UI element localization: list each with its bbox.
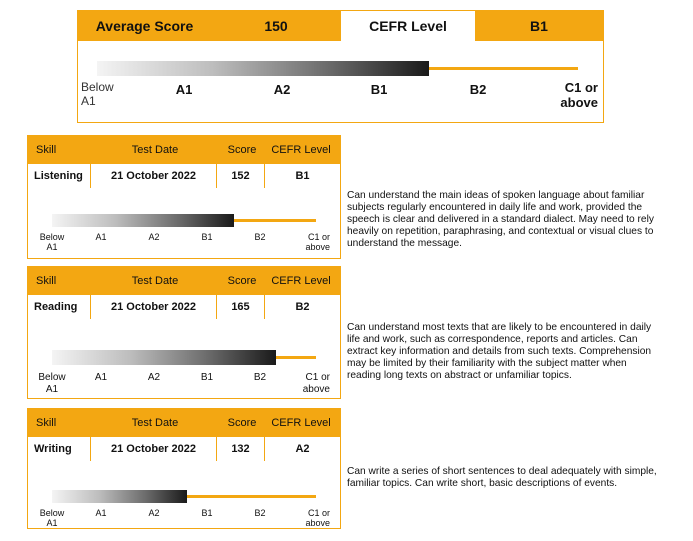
average-score-value: 150 [211,11,341,41]
col-skill: Skill [36,275,57,287]
writing-description: Can write a series of short sentences to… [347,466,657,489]
skill-header: Skill Test Date Score CEFR Level [28,267,340,295]
scale-a1: A1 [94,372,108,383]
scale-a2: A2 [148,508,160,518]
cefr-level-label: CEFR Level [341,11,475,41]
scale-b2: B2 [254,232,266,242]
col-cefr: CEFR Level [271,144,331,156]
skill-name: Writing [34,443,72,455]
col-score: Score [227,417,257,429]
scale-a2: A2 [147,372,161,383]
cefr-level-value: B1 [475,11,603,41]
scale-b2: B2 [469,82,487,97]
scale-b1: B1 [200,372,214,383]
scale-c1-above: C1 or above [305,508,330,529]
col-skill: Skill [36,144,57,156]
skill-panel-writing: Skill Test Date Score CEFR Level Writing… [27,408,341,529]
level-fill [52,490,187,503]
skill-name: Listening [34,170,83,182]
skill-name: Reading [34,301,78,313]
skill-date: 21 October 2022 [90,295,216,319]
col-test-date: Test Date [131,275,179,287]
scale-below-a1: Below A1 [39,232,65,253]
level-fill [52,350,276,365]
scale-a1: A1 [95,508,107,518]
skill-score: 132 [216,437,264,461]
scale-a1: A1 [95,232,107,242]
scale-a2: A2 [273,82,291,97]
col-skill: Skill [36,417,57,429]
skill-panel-listening: Skill Test Date Score CEFR Level Listeni… [27,135,341,259]
summary-level-bar [78,11,603,122]
listening-description: Can understand the main ideas of spoken … [347,190,654,249]
level-fill [52,214,234,227]
scale-b1: B1 [201,232,213,242]
col-score: Score [227,275,257,287]
level-fill [97,61,429,76]
skill-level: A2 [264,437,340,461]
average-score-label: Average Score [78,11,211,41]
skill-score: 152 [216,164,264,188]
scale-a2: A2 [148,232,160,242]
reading-description: Can understand most texts that are likel… [347,322,652,381]
scale-b1: B1 [370,82,388,97]
col-test-date: Test Date [131,417,179,429]
col-test-date: Test Date [131,144,179,156]
col-cefr: CEFR Level [271,275,331,287]
col-cefr: CEFR Level [271,417,331,429]
skill-date: 21 October 2022 [90,164,216,188]
skill-level: B2 [264,295,340,319]
scale-c1-above: C1 or above [560,80,598,110]
skill-values: Listening 21 October 2022 152 B1 [28,164,340,188]
summary-header: Average Score 150 CEFR Level B1 [78,11,603,41]
skill-score: 165 [216,295,264,319]
scale-b1: B1 [201,508,213,518]
skill-values: Reading 21 October 2022 165 B2 [28,295,340,319]
scale-below-a1: Below A1 [39,508,65,529]
col-score: Score [227,144,257,156]
skill-header: Skill Test Date Score CEFR Level [28,409,340,437]
scale-a1: A1 [175,82,193,97]
skill-level: B1 [264,164,340,188]
scale-below-a1: Below A1 [81,80,114,108]
skill-panel-reading: Skill Test Date Score CEFR Level Reading… [27,266,341,399]
scale-below-a1: Below A1 [38,372,66,395]
skill-date: 21 October 2022 [90,437,216,461]
scale-c1-above: C1 or above [302,372,330,395]
scale-c1-above: C1 or above [305,232,330,253]
skill-header: Skill Test Date Score CEFR Level [28,136,340,164]
summary-panel: Average Score 150 CEFR Level B1 Below A1… [77,10,604,123]
skill-values: Writing 21 October 2022 132 A2 [28,437,340,461]
scale-b2: B2 [253,372,267,383]
scale-b2: B2 [254,508,266,518]
